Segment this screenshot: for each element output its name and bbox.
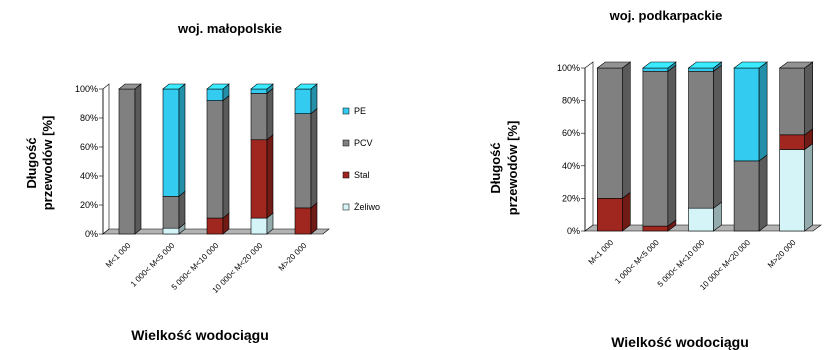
legend-swatch bbox=[342, 203, 350, 211]
bar-segment-pe bbox=[733, 67, 760, 162]
bar-segment-pcv bbox=[642, 70, 669, 227]
bar-segment-eliwo bbox=[688, 207, 714, 232]
bar-top bbox=[250, 83, 274, 90]
legend-label: PE bbox=[354, 106, 366, 116]
category-label: M>20 000 bbox=[277, 241, 309, 273]
y-axis-label-line1: Długość bbox=[24, 137, 39, 188]
bar-top bbox=[162, 83, 186, 90]
legend-label: Stal bbox=[354, 170, 370, 180]
bar-segment-stal bbox=[596, 198, 623, 232]
category-label: 10 000< M<20 000 bbox=[698, 238, 752, 292]
chart-title-podkarpackie: woj. podkarpackie bbox=[609, 8, 723, 23]
y-tick-label: 100% bbox=[557, 63, 580, 73]
category-label: 5 000< M<10 000 bbox=[656, 238, 707, 289]
y-tick-label: 20% bbox=[562, 193, 580, 203]
category-label: M<1 000 bbox=[587, 238, 616, 267]
bar-segment-pcv-side bbox=[713, 64, 722, 209]
side-wall bbox=[584, 61, 594, 232]
bar-segment-pe bbox=[642, 67, 669, 72]
category-label: 1 000< M<5 000 bbox=[129, 241, 177, 289]
bar-segment-stal bbox=[250, 139, 268, 219]
bar-segment-pcv bbox=[162, 196, 180, 229]
bar-top bbox=[733, 61, 768, 69]
bar-segment-pcv bbox=[596, 67, 623, 199]
bar-segment-eliwo-side bbox=[804, 142, 814, 232]
bar-segment-stal bbox=[294, 207, 312, 235]
bar-segment-stal-side bbox=[310, 202, 318, 235]
category-label: M>20 000 bbox=[766, 238, 798, 270]
legend-swatch bbox=[342, 139, 350, 147]
bar-segment-pcv-side bbox=[266, 87, 274, 141]
y-axis-label-line1: Długość bbox=[488, 142, 503, 193]
y-axis-label-line2: przewodów [%] bbox=[505, 121, 520, 216]
x-axis-label: Wielkość wodociągu bbox=[611, 334, 749, 350]
bar-segment-pe-side bbox=[758, 61, 768, 162]
y-tick-label: 20% bbox=[80, 200, 98, 210]
bar-segment-stal bbox=[779, 134, 806, 150]
y-tick-label: 0% bbox=[567, 226, 580, 236]
y-tick-label: 40% bbox=[80, 171, 98, 181]
bar-segment-pe-side bbox=[178, 83, 186, 197]
y-tick-label: 0% bbox=[85, 229, 98, 239]
bar-segment-stal-side bbox=[266, 134, 274, 219]
bar-segment-pe bbox=[688, 67, 714, 72]
bar-segment-pcv-side bbox=[222, 94, 230, 219]
category-label: 1 000< M<5 000 bbox=[613, 238, 661, 286]
y-axis-label-line2: przewodów [%] bbox=[40, 116, 55, 211]
x-axis-label: Wielkość wodociągu bbox=[131, 327, 269, 343]
bar-segment-pcv bbox=[206, 100, 224, 219]
bar-segment-stal-side bbox=[621, 191, 631, 232]
bar-segment-pcv bbox=[733, 160, 760, 232]
bar-top bbox=[687, 61, 723, 69]
bar-segment-pcv bbox=[250, 93, 268, 141]
chart-title-malopolskie: woj. małopolskie bbox=[177, 21, 282, 36]
category-label: M<1 000 bbox=[104, 241, 133, 270]
bar-top bbox=[118, 83, 142, 90]
bar-top bbox=[778, 61, 814, 69]
side-wall bbox=[102, 83, 110, 235]
bar-segment-pcv bbox=[118, 88, 136, 235]
y-tick-label: 80% bbox=[80, 113, 98, 123]
bar-segment-pcv bbox=[779, 67, 806, 136]
bar-top bbox=[206, 83, 230, 90]
bar-segment-eliwo bbox=[162, 227, 180, 235]
y-tick-label: 40% bbox=[562, 161, 580, 171]
y-tick-label: 80% bbox=[562, 96, 580, 106]
bar-segment-pe bbox=[162, 88, 180, 197]
bar-segment-pcv-side bbox=[621, 61, 631, 199]
y-tick-label: 60% bbox=[80, 142, 98, 152]
bar-segment-pcv-side bbox=[178, 190, 186, 229]
bar-segment-pcv-side bbox=[804, 61, 814, 136]
bar-segment-pe bbox=[294, 88, 312, 114]
bar-segment-pcv-side bbox=[310, 108, 318, 209]
bar-segment-stal bbox=[206, 217, 224, 235]
bar-segment-pcv bbox=[294, 113, 312, 209]
bar-segment-pcv bbox=[688, 70, 714, 209]
legend-label: PCV bbox=[354, 138, 373, 148]
bar-segment-eliwo bbox=[779, 149, 806, 232]
legend-swatch bbox=[342, 107, 350, 115]
bar-top bbox=[596, 61, 632, 69]
y-tick-label: 100% bbox=[75, 84, 98, 94]
bar-segment-eliwo bbox=[250, 217, 268, 235]
bar-segment-pe bbox=[206, 88, 224, 101]
bar-segment-pe bbox=[250, 88, 268, 94]
bar-segment-pcv-side bbox=[758, 154, 768, 232]
legend-swatch bbox=[342, 171, 350, 179]
legend-label: Żeliwo bbox=[354, 202, 380, 212]
bar-segment-stal bbox=[642, 225, 669, 232]
bar-segment-pcv-side bbox=[134, 83, 142, 235]
y-tick-label: 60% bbox=[562, 128, 580, 138]
legend: PE PCV Stal Żeliwo bbox=[342, 106, 380, 212]
bar-top bbox=[294, 83, 318, 90]
bar-segment-pcv-side bbox=[667, 64, 677, 227]
category-label: 5 000< M<10 000 bbox=[170, 241, 221, 292]
bar-top bbox=[642, 61, 677, 69]
